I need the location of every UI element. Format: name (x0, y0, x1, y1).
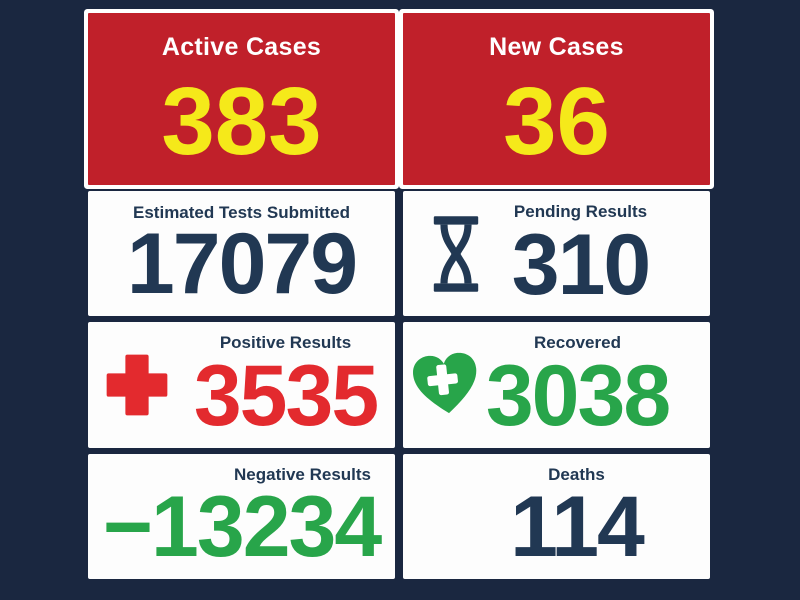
pending-results-content: Pending Results 310 (511, 201, 651, 313)
active-cases-value: 383 (161, 67, 322, 175)
recovered-content: Recovered 3038 (485, 332, 671, 445)
heart-plus-icon (407, 348, 486, 422)
tests-submitted-label: Estimated Tests Submitted (133, 202, 350, 222)
active-cases-card: Active Cases 383 (88, 13, 395, 185)
recovered-label: Recovered (534, 333, 621, 353)
deaths-label: Deaths (548, 465, 605, 485)
pending-results-card: Pending Results 310 (403, 191, 710, 317)
hourglass-icon (426, 210, 486, 298)
negative-results-label: Negative Results (234, 465, 371, 485)
positive-results-value: 3535 (193, 348, 379, 445)
recovered-value: 3038 (485, 348, 671, 445)
new-cases-card: New Cases 36 (403, 13, 710, 185)
recovered-card: Recovered 3038 (403, 322, 710, 448)
positive-results-content: Positive Results 3535 (193, 332, 379, 445)
pending-results-value: 310 (511, 216, 651, 313)
pending-results-label: Pending Results (513, 201, 648, 221)
plus-icon (106, 354, 168, 416)
new-cases-label: New Cases (489, 33, 624, 62)
negative-results-card: Negative Results −13234 (88, 453, 395, 579)
negative-results-value: −13234 (102, 478, 382, 575)
positive-results-label: Positive Results (219, 333, 352, 353)
tests-submitted-value: 17079 (126, 215, 358, 312)
active-cases-label: Active Cases (161, 33, 322, 62)
deaths-card: Deaths 114 (403, 453, 710, 579)
positive-results-card: Positive Results 3535 (88, 322, 395, 448)
stat-card-grid: Active Cases 383 New Cases 36 Estimated … (88, 13, 710, 579)
new-cases-value: 36 (503, 67, 610, 175)
tests-submitted-card: Estimated Tests Submitted 17079 (88, 191, 395, 317)
deaths-value: 114 (510, 478, 645, 575)
